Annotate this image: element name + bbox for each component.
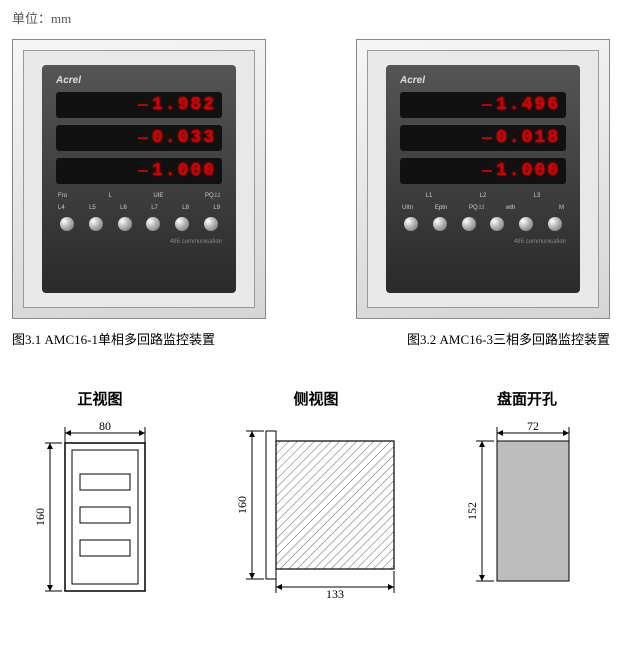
caption-row: 图3.1 AMC16-1单相多回路监控装置 图3.2 AMC16-3三相多回路监… xyxy=(12,329,610,348)
device2-bezel: Acrel 1.496 0.018 1.000 L1 L2 L3 UItn Ep… xyxy=(386,65,580,293)
dim-width: 80 xyxy=(99,419,111,433)
front-view-col: 正视图 80 160 xyxy=(20,388,180,599)
product-photo-row: Acrel 1.982 0.033 1.000 Fro L UIE PQ.l.t… xyxy=(12,39,610,319)
minus-icon xyxy=(482,137,492,139)
indicator-label: wth xyxy=(506,205,515,211)
unit-label: 单位：mm xyxy=(12,8,610,27)
device1-label-strip-upper: Fro L UIE PQ.l.t xyxy=(58,193,220,199)
indicator-label: L5 xyxy=(89,205,96,211)
readout-value: 0.018 xyxy=(496,128,560,148)
front-panel-button[interactable] xyxy=(548,217,562,231)
dim-width: 72 xyxy=(527,419,539,433)
device2-readout-1: 1.496 xyxy=(400,92,566,118)
readout-value: 1.496 xyxy=(496,95,560,115)
front-panel-button[interactable] xyxy=(60,217,74,231)
front-panel-button[interactable] xyxy=(433,217,447,231)
indicator-label: L2 xyxy=(480,193,487,199)
dim-depth: 133 xyxy=(326,587,344,599)
front-panel-button[interactable] xyxy=(490,217,504,231)
device1-readout-2: 0.033 xyxy=(56,125,222,151)
panel-cutout-title: 盘面开孔 xyxy=(497,388,557,409)
front-panel-button[interactable] xyxy=(175,217,189,231)
front-panel-button[interactable] xyxy=(404,217,418,231)
side-view-col: 侧视图 160 133 xyxy=(226,388,406,599)
indicator-label: UItn xyxy=(402,205,413,211)
minus-icon xyxy=(138,104,148,106)
front-view-title: 正视图 xyxy=(77,388,122,409)
front-panel-button[interactable] xyxy=(519,217,533,231)
device2-label-strip-lower: UItn Eptn PQ.l.t wth M xyxy=(402,205,564,211)
front-panel-button[interactable] xyxy=(462,217,476,231)
device1-bezel: Acrel 1.982 0.033 1.000 Fro L UIE PQ.l.t… xyxy=(42,65,236,293)
device2-button-row xyxy=(400,215,566,235)
indicator-label: M xyxy=(559,205,564,211)
device2-housing: Acrel 1.496 0.018 1.000 L1 L2 L3 UItn Ep… xyxy=(367,50,599,308)
indicator-label: L xyxy=(109,193,112,199)
indicator-label: L8 xyxy=(182,205,189,211)
dimension-diagram-row: 正视图 80 160 侧视图 xyxy=(12,388,610,599)
minus-icon xyxy=(138,170,148,172)
dim-height: 160 xyxy=(33,508,47,526)
readout-value: 1.000 xyxy=(152,161,216,181)
indicator-label: L3 xyxy=(534,193,541,199)
device1-housing: Acrel 1.982 0.033 1.000 Fro L UIE PQ.l.t… xyxy=(23,50,255,308)
device2-photo-frame: Acrel 1.496 0.018 1.000 L1 L2 L3 UItn Ep… xyxy=(356,39,610,319)
device2-readout-2: 0.018 xyxy=(400,125,566,151)
front-panel-button[interactable] xyxy=(89,217,103,231)
readout-value: 1.000 xyxy=(496,161,560,181)
indicator-label: L6 xyxy=(120,205,127,211)
device1-readout-1: 1.982 xyxy=(56,92,222,118)
figure-caption-1: 图3.1 AMC16-1单相多回路监控装置 xyxy=(12,329,215,348)
minus-icon xyxy=(482,170,492,172)
device1-button-row xyxy=(56,215,222,235)
readout-value: 1.982 xyxy=(152,95,216,115)
indicator-label: UIE xyxy=(153,193,163,199)
device2-readout-3: 1.000 xyxy=(400,158,566,184)
front-panel-button[interactable] xyxy=(146,217,160,231)
panel-cutout-diagram: 72 152 xyxy=(452,419,602,599)
panel-cutout-col: 盘面开孔 72 152 xyxy=(452,388,602,599)
side-view-title: 侧视图 xyxy=(293,388,338,409)
interface-label: 485 communication xyxy=(56,239,222,245)
device2-label-strip-upper: L1 L2 L3 xyxy=(402,193,564,199)
brand-logo: Acrel xyxy=(56,75,222,86)
indicator-label: L1 xyxy=(426,193,433,199)
figure-caption-2: 图3.2 AMC16-3三相多回路监控装置 xyxy=(407,329,610,348)
indicator-label: Fro xyxy=(58,193,67,199)
readout-value: 0.033 xyxy=(152,128,216,148)
dim-height: 152 xyxy=(465,502,479,520)
brand-logo: Acrel xyxy=(400,75,566,86)
front-view-diagram: 80 160 xyxy=(20,419,180,599)
side-view-diagram: 160 133 xyxy=(226,419,406,599)
indicator-label: Eptn xyxy=(435,205,447,211)
dim-height: 160 xyxy=(235,496,249,514)
minus-icon xyxy=(138,137,148,139)
indicator-label: L9 xyxy=(213,205,220,211)
front-panel-button[interactable] xyxy=(118,217,132,231)
indicator-label: L4 xyxy=(58,205,65,211)
minus-icon xyxy=(482,104,492,106)
device1-photo-frame: Acrel 1.982 0.033 1.000 Fro L UIE PQ.l.t… xyxy=(12,39,266,319)
interface-label: 485 communication xyxy=(400,239,566,245)
indicator-label: PQ.l.t xyxy=(205,193,220,199)
indicator-label: PQ.l.t xyxy=(469,205,484,211)
indicator-label: L7 xyxy=(151,205,158,211)
device1-readout-3: 1.000 xyxy=(56,158,222,184)
front-panel-button[interactable] xyxy=(204,217,218,231)
device1-label-strip-lower: L4 L5 L6 L7 L8 L9 xyxy=(58,205,220,211)
